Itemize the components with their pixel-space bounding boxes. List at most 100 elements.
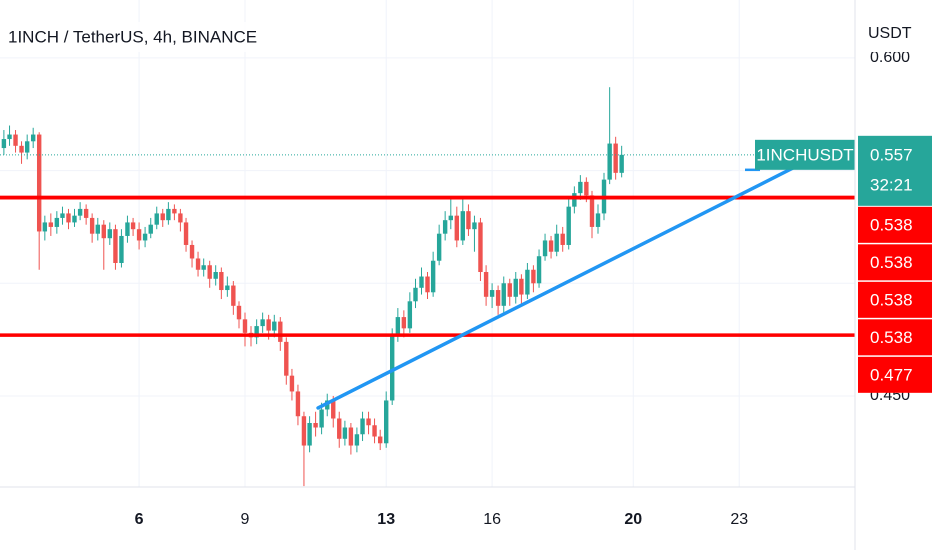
candle-body — [566, 206, 571, 245]
candle-body — [19, 145, 24, 153]
candle-body — [60, 213, 65, 218]
candle-body — [13, 134, 18, 146]
candle-body — [495, 290, 501, 306]
last-price-label: 0.557 — [870, 145, 913, 164]
level-label: 0.538 — [870, 328, 913, 347]
candle-body — [501, 283, 506, 306]
candle-body — [572, 193, 577, 207]
candle-body — [183, 222, 189, 245]
candle-body — [201, 265, 206, 270]
level-label-box — [858, 281, 932, 318]
level-label: 0.477 — [870, 365, 913, 384]
candle-body — [478, 222, 483, 273]
candle-body — [383, 400, 389, 444]
level-label-box — [858, 206, 932, 243]
candle-body — [160, 213, 165, 221]
title-backdrop — [0, 22, 260, 52]
candle-body — [89, 217, 95, 234]
candle-body — [72, 215, 77, 223]
candle-body — [289, 375, 295, 392]
candle-body — [430, 260, 436, 293]
candle-body — [448, 215, 453, 221]
candle-body — [507, 283, 512, 297]
candle-body — [189, 244, 195, 259]
candle-body — [419, 276, 424, 288]
candle-body — [377, 436, 383, 444]
candle-body — [42, 222, 48, 232]
candle-body — [331, 400, 336, 419]
candle-body — [525, 269, 530, 295]
candle-body — [436, 233, 442, 261]
last-price-box — [858, 135, 932, 206]
candle-body — [348, 427, 354, 446]
candle-body — [83, 208, 89, 218]
symbol-tag-text: 1INCHUSDT — [756, 145, 853, 164]
candle-body — [95, 224, 100, 234]
candle-body — [272, 321, 277, 331]
level-label-box — [858, 356, 932, 393]
candle-body — [148, 224, 153, 234]
candle-body — [613, 143, 618, 173]
candle-body — [54, 217, 60, 227]
candle-body — [554, 233, 559, 252]
candle-body — [536, 256, 542, 284]
currency-label: USDT — [868, 25, 912, 42]
candle-body — [266, 319, 271, 331]
candle-body — [425, 276, 430, 293]
candle-body — [607, 143, 612, 180]
candle-body — [619, 154, 624, 173]
symbol-tag — [755, 139, 855, 170]
candle-body — [395, 317, 401, 336]
candle-body — [354, 434, 360, 446]
candle-body — [337, 418, 342, 439]
candle-body — [342, 427, 348, 439]
candle-body — [107, 229, 112, 239]
candle-body — [307, 422, 312, 446]
candle-body — [24, 141, 30, 153]
candle-body — [366, 418, 371, 426]
candle-body — [260, 319, 265, 327]
candle-body — [413, 287, 418, 302]
candle-body — [219, 272, 224, 291]
x-tick-label: 20 — [624, 511, 642, 528]
candle-body — [595, 213, 601, 227]
x-tick-label: 9 — [241, 511, 250, 528]
countdown-label: 32:21 — [870, 175, 913, 194]
candle-body — [472, 222, 477, 230]
candle-body — [278, 321, 283, 342]
candle-body — [401, 317, 407, 329]
candle-body — [207, 265, 212, 279]
candle-body — [560, 233, 565, 245]
candle-body — [584, 181, 589, 196]
level-label: 0.538 — [870, 290, 913, 309]
level-label-box — [858, 244, 932, 281]
candle-body — [166, 208, 171, 221]
candle-body — [101, 224, 106, 239]
candle-body — [113, 229, 118, 263]
candle-body — [531, 269, 536, 284]
candle-body — [30, 134, 36, 142]
level-label-box — [858, 319, 932, 356]
candle-body — [548, 240, 554, 252]
currency-box — [856, 0, 932, 52]
candle-body — [1, 139, 7, 149]
candle-body — [466, 211, 471, 230]
candle-body — [360, 418, 365, 435]
candle-body — [236, 305, 242, 320]
chart-title: 1INCH / TetherUS, 4h, BINANCE — [8, 27, 257, 46]
candle-body — [407, 301, 413, 329]
candle-body — [513, 278, 518, 297]
candle-body — [589, 195, 595, 227]
candle-body — [313, 422, 318, 428]
candle-body — [119, 235, 124, 263]
candle-body — [136, 229, 142, 241]
candle-body — [242, 319, 248, 333]
x-tick-label: 6 — [135, 511, 144, 528]
y-tick-label: 0.600 — [870, 49, 910, 66]
candle-body — [36, 134, 42, 232]
candle-body — [301, 416, 307, 446]
candle-body — [130, 222, 136, 230]
candle-body — [578, 181, 583, 194]
candle-body — [142, 233, 148, 241]
